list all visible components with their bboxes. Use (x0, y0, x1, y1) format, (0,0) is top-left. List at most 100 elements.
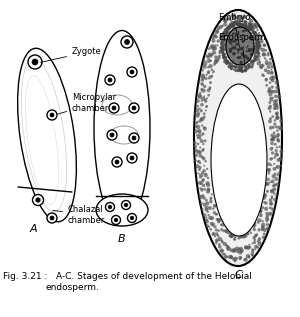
Circle shape (253, 24, 257, 27)
Circle shape (247, 27, 250, 30)
Circle shape (108, 205, 112, 209)
Circle shape (255, 38, 260, 42)
Circle shape (275, 195, 278, 197)
Circle shape (216, 26, 220, 30)
Circle shape (234, 23, 236, 25)
Circle shape (105, 75, 115, 85)
Circle shape (268, 172, 270, 175)
Circle shape (201, 133, 204, 136)
Circle shape (205, 220, 209, 223)
Circle shape (241, 48, 243, 50)
Circle shape (222, 43, 226, 46)
Circle shape (258, 41, 261, 43)
Circle shape (268, 101, 271, 104)
Circle shape (201, 179, 204, 183)
Circle shape (197, 137, 199, 139)
Circle shape (275, 113, 279, 116)
Circle shape (257, 39, 259, 42)
Circle shape (257, 41, 261, 44)
Circle shape (272, 184, 274, 187)
Circle shape (47, 110, 57, 120)
Circle shape (273, 183, 276, 186)
Circle shape (216, 36, 218, 38)
Circle shape (274, 119, 276, 122)
Circle shape (226, 62, 228, 65)
Circle shape (196, 105, 199, 107)
Circle shape (208, 216, 212, 220)
Circle shape (251, 26, 253, 28)
Circle shape (240, 257, 242, 259)
Circle shape (196, 121, 199, 123)
Circle shape (275, 116, 279, 120)
Circle shape (215, 213, 217, 216)
Circle shape (240, 66, 243, 70)
Circle shape (250, 47, 254, 51)
Circle shape (244, 38, 247, 41)
Circle shape (246, 246, 248, 248)
Circle shape (258, 237, 261, 240)
Circle shape (251, 248, 254, 251)
Circle shape (244, 24, 248, 27)
Circle shape (232, 25, 236, 29)
Circle shape (254, 38, 257, 42)
Circle shape (236, 23, 239, 26)
Circle shape (234, 69, 237, 72)
Circle shape (233, 38, 237, 42)
Circle shape (238, 23, 242, 27)
Circle shape (263, 229, 266, 232)
Circle shape (262, 196, 266, 200)
Circle shape (268, 212, 272, 216)
Circle shape (274, 177, 278, 181)
Circle shape (271, 76, 273, 78)
Circle shape (233, 39, 236, 42)
Circle shape (196, 125, 200, 129)
Circle shape (206, 168, 208, 170)
Circle shape (266, 227, 270, 231)
Circle shape (233, 249, 236, 252)
Circle shape (230, 249, 234, 252)
Circle shape (272, 174, 276, 178)
Circle shape (212, 232, 215, 236)
Circle shape (267, 178, 270, 181)
Circle shape (205, 109, 207, 111)
Circle shape (200, 139, 204, 143)
Circle shape (233, 235, 237, 238)
Circle shape (258, 32, 260, 34)
Circle shape (204, 100, 207, 103)
Circle shape (230, 26, 232, 28)
Circle shape (224, 30, 226, 32)
Circle shape (263, 232, 266, 235)
Circle shape (106, 203, 115, 211)
Circle shape (209, 228, 212, 231)
Circle shape (250, 41, 253, 44)
Circle shape (201, 208, 204, 211)
Circle shape (221, 223, 224, 227)
Circle shape (230, 234, 234, 238)
Circle shape (36, 198, 40, 202)
Circle shape (224, 17, 228, 22)
Ellipse shape (18, 48, 76, 222)
Circle shape (238, 68, 242, 72)
Circle shape (226, 256, 229, 258)
Circle shape (258, 52, 260, 55)
Circle shape (256, 57, 260, 61)
Circle shape (256, 26, 258, 29)
Circle shape (203, 126, 206, 129)
Circle shape (254, 236, 256, 238)
Circle shape (249, 43, 253, 47)
Circle shape (234, 20, 238, 24)
Circle shape (199, 195, 201, 197)
Circle shape (260, 47, 262, 49)
Circle shape (271, 157, 273, 159)
Text: Fig. 3.21 :   A-C. Stages of development of the Helobial: Fig. 3.21 : A-C. Stages of development o… (3, 272, 252, 281)
Circle shape (127, 67, 137, 77)
Circle shape (247, 45, 249, 47)
Circle shape (199, 162, 201, 164)
Circle shape (269, 117, 272, 120)
Circle shape (246, 50, 248, 52)
Circle shape (270, 202, 273, 206)
Circle shape (205, 173, 207, 175)
Circle shape (227, 65, 231, 68)
Circle shape (200, 88, 203, 91)
Circle shape (240, 47, 243, 49)
